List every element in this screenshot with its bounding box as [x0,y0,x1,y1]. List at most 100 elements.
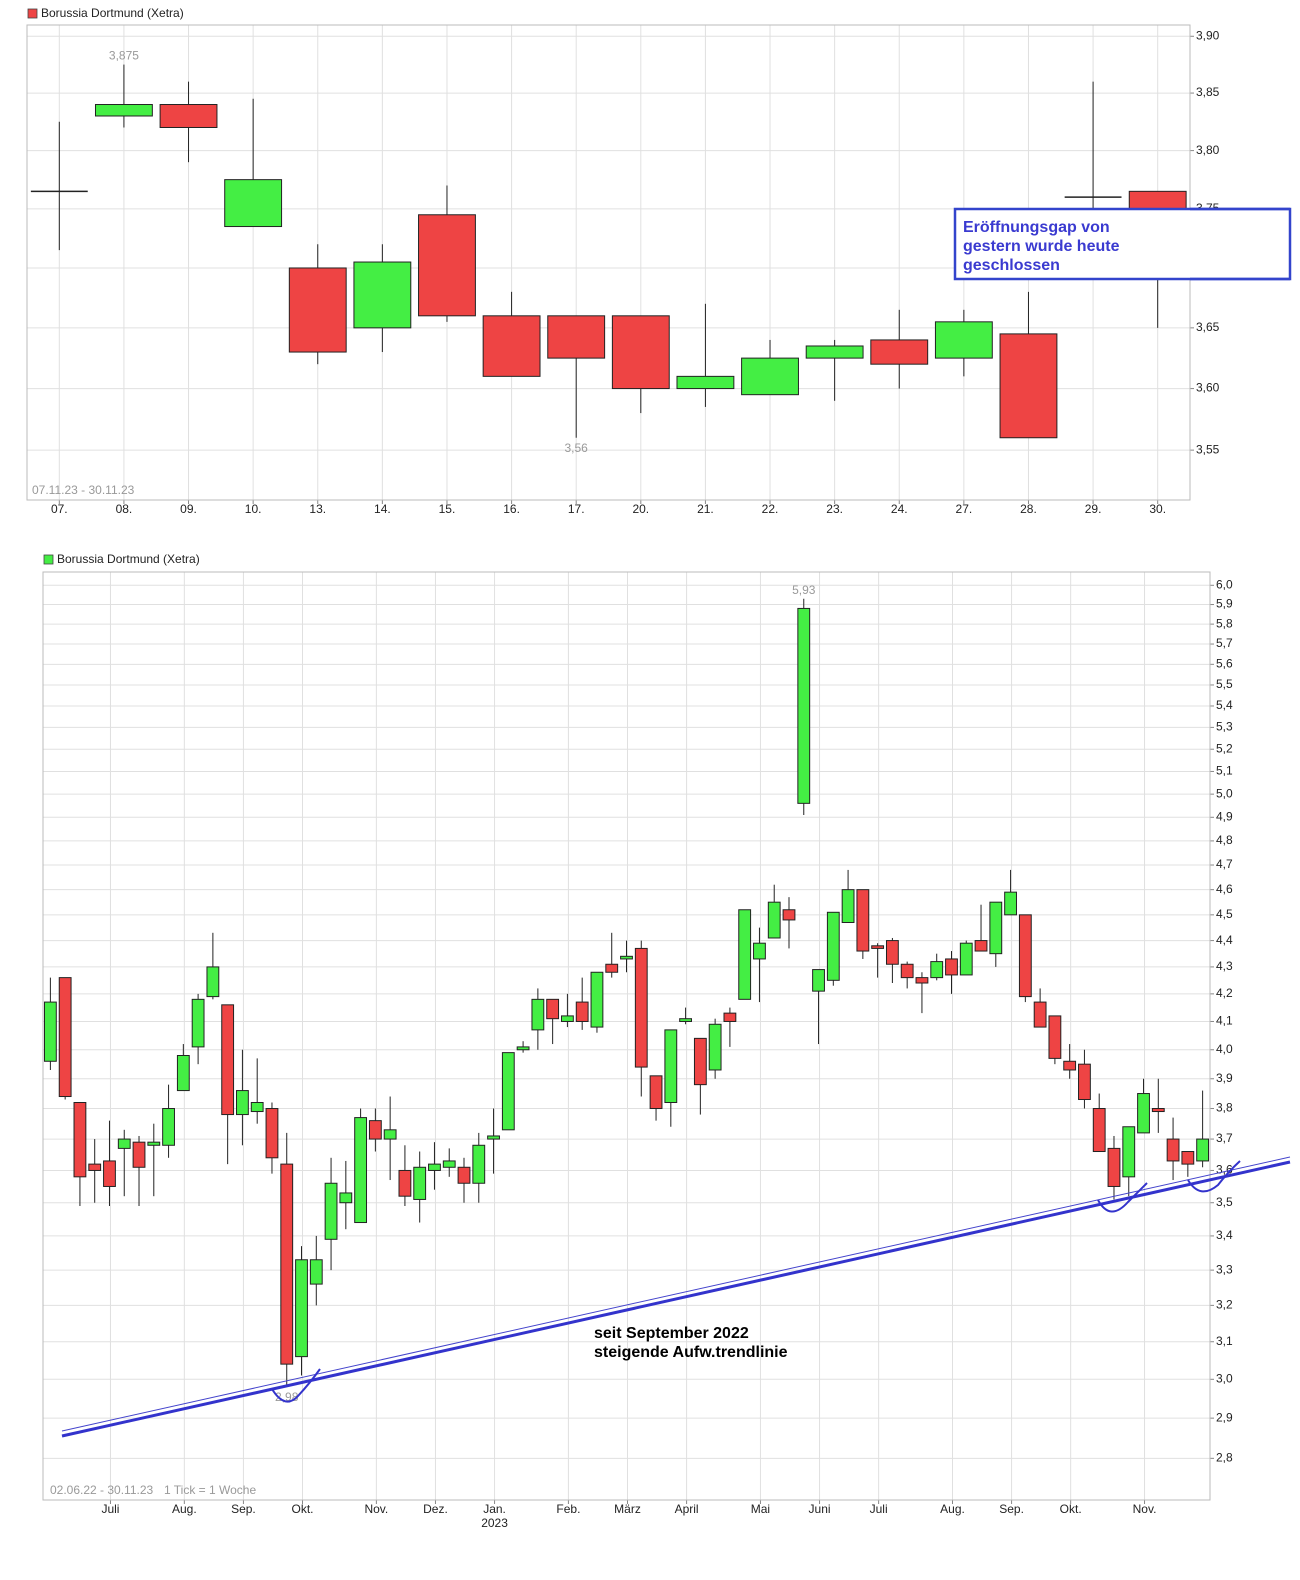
legend-swatch [27,8,38,19]
candle-body [117,1138,131,1149]
x-tick-label: Mai [751,1502,770,1516]
hook [271,1368,321,1403]
candle-body [43,1001,57,1062]
candle-body [147,1141,161,1146]
candle-body [353,261,412,329]
candle-body [676,375,735,390]
candle-body [753,942,766,960]
candle-body [309,1259,323,1285]
candle-body [94,104,153,117]
date-range: 02.06.22 - 30.11.23 [50,1483,154,1497]
y-tick-label: 5,6 [1216,656,1233,670]
candle-body [1033,1001,1047,1028]
annotation-box [953,207,1292,281]
candle-body [974,940,988,952]
x-tick-label: Nov. [364,1502,388,1516]
y-tick-label: 4,0 [1216,1042,1233,1056]
y-tick-label: 3,9 [1216,1071,1233,1085]
candle-body [354,1117,368,1224]
x-tick-label: 14. [374,502,391,516]
candle-body [1048,1015,1062,1059]
candle-body [741,357,799,396]
candle-body [575,1001,589,1022]
candle-body [103,1160,116,1187]
candle-body [531,998,545,1031]
candle-body [664,1029,678,1104]
min-label: 3,56 [565,441,589,455]
candle-body [58,977,72,1098]
y-tick-label: 3,85 [1196,85,1220,99]
x-tick-label: 08. [116,502,133,516]
candle-body [236,1090,249,1116]
candle-body [693,1037,707,1086]
annotation-text: Eröffnungsgap von [963,219,1110,236]
candle-body [856,889,870,952]
candle-body [708,1023,722,1071]
candle-body [501,1052,515,1131]
candle-body [224,179,283,228]
x-tick-label: Juni [809,1502,831,1516]
candle-body [767,901,781,939]
x-tick-label: 09. [180,502,197,516]
candle-body [73,1102,87,1178]
candle-body [620,955,633,960]
x-tick-label: 23. [826,502,843,516]
candle-body [561,1015,574,1022]
candle-body [805,345,864,359]
candle-body [265,1108,279,1159]
y-tick-label: 4,8 [1216,833,1233,847]
annotation-text: geschlossen [963,257,1060,274]
hook [1187,1160,1241,1193]
candle-body [605,963,619,973]
candle-body [162,1108,175,1146]
candle-body [1181,1151,1195,1165]
y-tick-label: 5,5 [1216,677,1233,691]
candle-body [826,911,840,981]
y-tick-label: 4,9 [1216,809,1233,823]
y-tick-label: 5,0 [1216,786,1233,800]
candle-body [841,889,855,923]
y-tick-label: 5,3 [1216,720,1233,734]
candle-body [611,315,670,390]
x-tick-label: Nov. [1133,1502,1157,1516]
trendline [61,1160,1291,1438]
y-tick-label: 3,7 [1216,1131,1233,1145]
y-tick-label: 5,2 [1216,741,1233,755]
x-tick-label: 28. [1020,502,1037,516]
candle-body [398,1169,412,1197]
y-tick-label: 5,1 [1216,764,1233,778]
x-tick-label: Feb. [556,1502,580,1516]
y-tick-label: 3,60 [1196,381,1220,395]
x-tick-label: Juli [101,1502,119,1516]
y-tick-label: 5,7 [1216,636,1233,650]
candle-body [368,1120,382,1140]
trendline [61,1156,1291,1432]
candle-body [324,1182,338,1240]
max-label: 5,93 [792,583,816,597]
candle-body [547,315,606,359]
y-tick-label: 2,9 [1216,1410,1233,1424]
candle-body [797,607,811,804]
candle-body [250,1102,264,1113]
date-range: 07.11.23 - 30.11.23 [32,483,135,497]
x-tick-label: Aug. [172,1502,197,1516]
candle-body [1151,1108,1165,1113]
candle-body [1196,1138,1210,1162]
x-tick-label: 22. [762,502,779,516]
y-tick-label: 5,4 [1216,698,1233,712]
candle-body [930,961,944,979]
candle-body [989,901,1003,955]
y-tick-label: 3,4 [1216,1228,1233,1242]
candle-body [295,1259,308,1358]
candle-body [870,339,929,365]
candle-body [221,1004,235,1116]
candle-body [999,333,1058,439]
y-tick-label: 3,55 [1196,442,1220,456]
candle-body [634,947,648,1068]
x-tick-label: April [675,1502,699,1516]
x-tick-label: Jan. 2023 [481,1502,508,1530]
candle-body [457,1166,471,1184]
candle-body [1018,914,1032,998]
y-tick-label: 2,8 [1216,1451,1233,1465]
x-tick-label: 17. [568,502,585,516]
